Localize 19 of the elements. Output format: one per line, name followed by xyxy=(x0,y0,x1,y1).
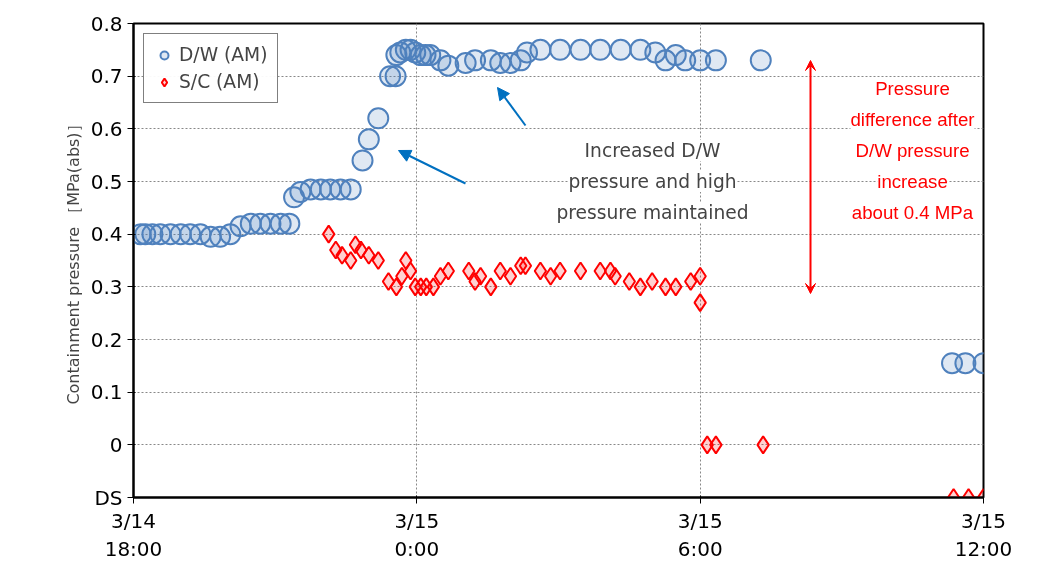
y-axis-title: Containment pressure ［MPa(abs)］ xyxy=(63,116,83,405)
y-tick-label: 0.6 xyxy=(90,116,123,141)
y-tick-label: 0.8 xyxy=(90,11,123,36)
y-tick-label: 0.5 xyxy=(90,169,123,194)
legend-label: D/W (AM) xyxy=(179,44,268,65)
y-tick-label: 0.1 xyxy=(90,380,123,405)
y-tick-label: 0.2 xyxy=(90,327,123,352)
y-tick-label: 0.7 xyxy=(90,64,123,89)
y-tick-label: 0.4 xyxy=(90,222,123,247)
y-tick-label: DS xyxy=(94,485,123,510)
y-tick-label: 0 xyxy=(109,432,123,457)
legend-label: S/C (AM) xyxy=(179,71,260,92)
x-tick-label: 3/14 18:00 xyxy=(104,508,163,562)
x-tick-label: 3/15 6:00 xyxy=(677,508,723,562)
annotation: Increased D/W pressure and high pressure maintained xyxy=(556,140,749,223)
x-tick-label: 3/15 0:00 xyxy=(394,508,440,562)
annotation: Pressure difference after D/W pressure increase about 0.4 MPa xyxy=(850,78,975,223)
y-tick-label: 0.3 xyxy=(90,274,123,299)
x-tick-label: 3/15 12:00 xyxy=(954,508,1013,562)
